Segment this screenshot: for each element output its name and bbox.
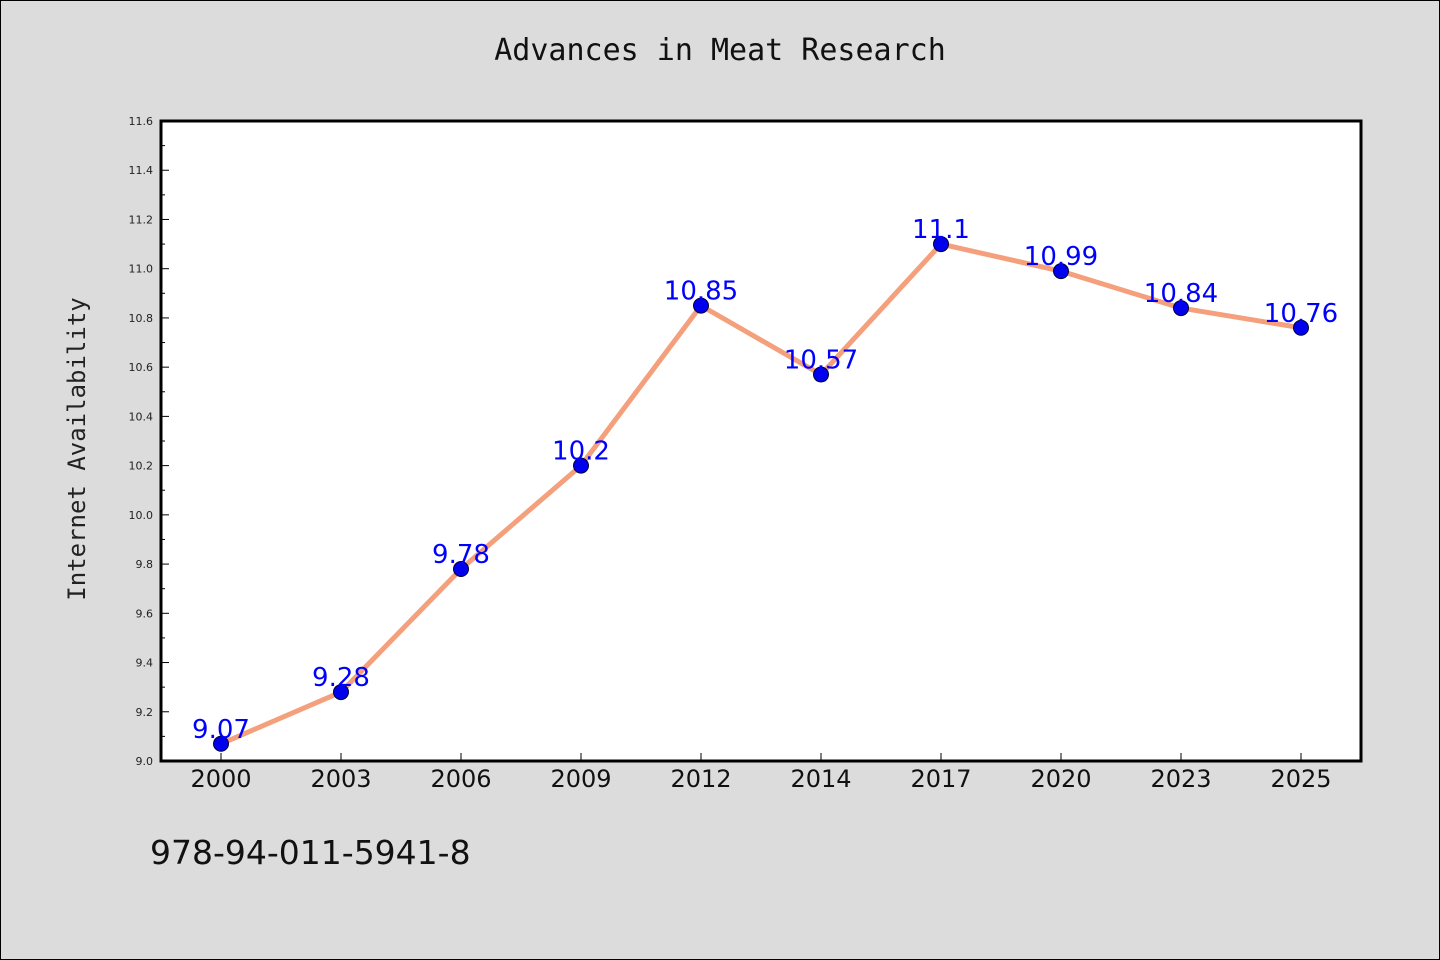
data-label: 10.84 (1144, 279, 1218, 309)
y-axis: 9.0 9.2 9.4 9.6 9.8 10.0 10.2 10.4 10.6 10.8 11.0 1… (129, 115, 169, 768)
y-tick-label: 10.2 (129, 460, 154, 473)
y-tick-label: 11.0 (129, 263, 154, 276)
series-line (218, 241, 1304, 747)
y-tick-label: 9.6 (136, 607, 154, 620)
x-tick-label: 2020 (1030, 765, 1091, 793)
data-label: 9.07 (192, 715, 250, 745)
data-label: 10.76 (1264, 299, 1338, 329)
data-label: 10.85 (664, 277, 738, 307)
chart-title: Advances in Meat Research (494, 33, 946, 68)
data-label: 10.57 (784, 346, 858, 376)
data-point (1293, 319, 1309, 336)
x-tick-label: 2017 (910, 765, 971, 793)
x-tick-label: 2006 (430, 765, 491, 793)
data-point (213, 735, 229, 752)
x-axis: 2000 2003 2006 2009 2012 2014 2017 2020 2023 2025 (190, 753, 1332, 793)
y-tick-label: 10.6 (129, 361, 154, 374)
data-series (213, 236, 1309, 752)
data-point (1173, 300, 1189, 317)
y-tick-label: 11.6 (129, 115, 154, 128)
data-point (933, 236, 949, 253)
x-tick-label: 2014 (790, 765, 851, 793)
plot-area (159, 119, 1363, 763)
data-label: 10.2 (552, 437, 610, 467)
isbn-text: 978-94-011-5941-8 (150, 833, 471, 872)
x-tick-label: 2000 (190, 765, 251, 793)
y-tick-label: 9.4 (136, 657, 154, 670)
y-tick-label: 11.4 (129, 164, 154, 177)
y-tick-label: 11.2 (129, 213, 154, 226)
y-tick-label: 9.2 (136, 706, 154, 719)
x-tick-label: 2003 (310, 765, 371, 793)
data-label: 11.1 (912, 215, 970, 245)
data-point (333, 684, 349, 701)
data-label: 9.78 (432, 540, 490, 570)
x-tick-label: 2012 (670, 765, 731, 793)
data-point (453, 561, 469, 577)
y-tick-label: 10.4 (129, 410, 154, 423)
x-tick-label: 2025 (1270, 765, 1331, 793)
y-tick-label: 9.0 (136, 755, 154, 768)
data-point (693, 297, 709, 314)
data-label: 9.28 (312, 663, 370, 693)
x-tick-label: 2023 (1150, 765, 1211, 793)
data-point (813, 366, 829, 383)
data-point (573, 457, 589, 474)
data-label: 10.99 (1024, 242, 1098, 272)
x-tick-label: 2009 (550, 765, 611, 793)
y-tick-label: 10.0 (129, 509, 154, 522)
y-tick-label: 9.8 (136, 558, 154, 571)
data-point (1053, 263, 1069, 280)
data-labels: 9.07 9.28 9.78 10.2 10.85 10.57 11.1 10.99 10.84… (192, 215, 1338, 745)
y-tick-label: 10.8 (129, 312, 154, 325)
